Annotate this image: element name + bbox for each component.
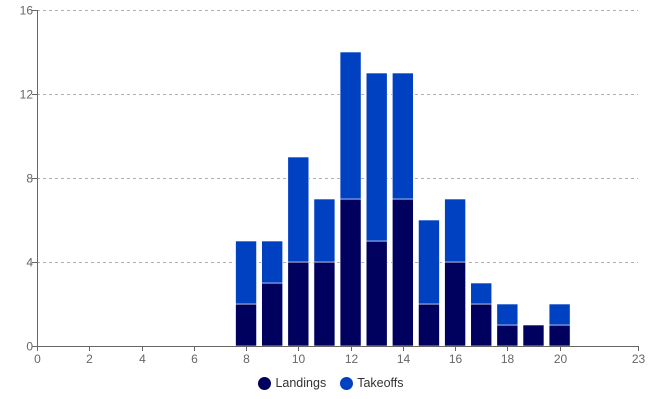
bar-landings-10[interactable] [287, 261, 310, 347]
bar-landings-17[interactable] [470, 303, 493, 347]
landings-swatch-icon [258, 376, 272, 390]
legend-item-landings[interactable]: Landings [258, 376, 326, 390]
x-tick-label: 2 [86, 352, 93, 366]
bar-takeoffs-16[interactable] [444, 198, 466, 263]
bar-landings-14[interactable] [392, 198, 414, 347]
bar-landings-16[interactable] [444, 261, 466, 347]
bar-takeoffs-8[interactable] [235, 240, 257, 305]
takeoffs-swatch-icon [340, 376, 354, 390]
bar-takeoffs-10[interactable] [287, 156, 310, 263]
bar-landings-12[interactable] [339, 198, 362, 347]
bar-landings-9[interactable] [261, 282, 283, 347]
bar-landings-15[interactable] [418, 303, 440, 347]
y-tick-label: 4 [26, 256, 33, 270]
x-tick-label: 20 [554, 352, 568, 366]
x-tick-label: 12 [345, 352, 359, 366]
axes [37, 10, 638, 347]
bar-takeoffs-11[interactable] [313, 198, 336, 263]
bar-landings-20[interactable] [548, 324, 571, 347]
bar-landings-13[interactable] [365, 240, 388, 347]
x-tick-label: 0 [34, 352, 41, 366]
x-tick-label: 16 [449, 352, 463, 366]
legend-label-landings: Landings [275, 376, 327, 390]
bar-landings-18[interactable] [496, 324, 519, 347]
x-tick-label: 18 [501, 352, 515, 366]
bar-takeoffs-17[interactable] [470, 282, 493, 305]
bar-takeoffs-12[interactable] [339, 51, 362, 200]
bar-landings-8[interactable] [235, 303, 257, 347]
bar-takeoffs-20[interactable] [548, 303, 571, 326]
x-tick-label: 23 [632, 352, 646, 366]
bar-landings-19[interactable] [522, 324, 545, 347]
bar-series [235, 51, 571, 347]
y-tick-label: 12 [20, 88, 34, 102]
legend: Landings Takeoffs [0, 376, 662, 390]
bar-takeoffs-9[interactable] [261, 240, 283, 284]
y-tick-label: 16 [20, 4, 34, 18]
y-tick-label: 0 [26, 340, 33, 354]
bar-takeoffs-15[interactable] [418, 219, 440, 305]
x-tick-label: 8 [243, 352, 250, 366]
x-tick-label: 10 [292, 352, 306, 366]
x-tick-label: 4 [139, 352, 146, 366]
bar-landings-11[interactable] [313, 261, 336, 347]
x-tick-label: 14 [397, 352, 411, 366]
y-tick-label: 8 [26, 172, 33, 186]
x-tick-label: 6 [191, 352, 198, 366]
legend-label-takeoffs: Takeoffs [357, 376, 404, 390]
x-axis-ticks: 0 2 4 6 8 10 12 14 16 18 20 23 [34, 346, 645, 366]
y-axis-ticks: 0 4 8 12 16 [20, 4, 37, 354]
bar-takeoffs-18[interactable] [496, 303, 519, 326]
legend-item-takeoffs[interactable]: Takeoffs [340, 376, 404, 390]
grid-lines [37, 10, 638, 263]
bar-takeoffs-13[interactable] [365, 72, 388, 242]
bar-takeoffs-14[interactable] [392, 72, 414, 200]
